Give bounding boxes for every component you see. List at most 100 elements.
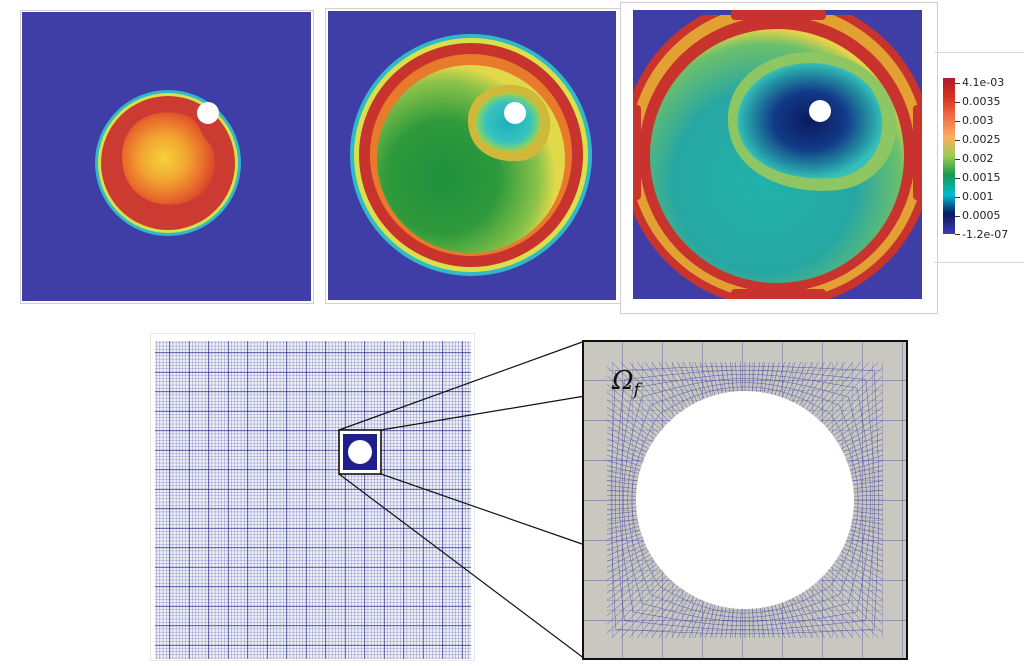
mesh-radial-line xyxy=(802,361,832,408)
mesh-radial-line xyxy=(774,604,785,639)
mesh-radial-line xyxy=(853,507,884,510)
mesh-radial-line xyxy=(705,604,716,639)
mesh-radial-line xyxy=(835,560,884,594)
mesh-radial-line xyxy=(839,420,884,446)
mesh-radial-line xyxy=(837,557,884,587)
mesh-radial-line xyxy=(606,529,641,540)
mesh-radial-line xyxy=(853,503,884,506)
mesh-ring-line xyxy=(615,370,875,630)
mesh-radial-line xyxy=(771,605,780,639)
mesh-radial-line xyxy=(606,560,655,594)
obstacle-hole xyxy=(809,100,831,122)
mesh-radial-line xyxy=(841,426,884,450)
mesh-radial-line xyxy=(651,361,685,410)
mesh-radial-line xyxy=(785,600,801,639)
mesh-radial-line xyxy=(671,596,695,639)
mesh-radial-line xyxy=(606,392,660,434)
mesh-radial-line xyxy=(735,361,738,392)
mesh-radial-line xyxy=(689,600,705,639)
mesh-radial-line xyxy=(789,599,807,639)
mesh-ring-line xyxy=(623,378,867,622)
omega-subscript: f xyxy=(633,380,640,401)
mesh-radial-line xyxy=(756,608,760,639)
mesh-radial-line xyxy=(789,361,807,401)
colorbar-label: 0.0015 xyxy=(962,171,1001,184)
mesh-radial-line xyxy=(629,361,676,417)
mesh-radial-line xyxy=(665,361,691,406)
mesh-radial-line xyxy=(606,503,637,506)
mesh-radial-line xyxy=(699,361,712,397)
mesh-radial-line xyxy=(847,449,884,463)
mesh-radial-line xyxy=(694,602,708,639)
mesh-radial-line xyxy=(658,361,688,408)
mesh-radial-line xyxy=(665,594,691,639)
mesh-radial-line xyxy=(795,361,819,404)
mesh-radial-line xyxy=(820,361,879,422)
mesh-radial-line xyxy=(759,361,765,393)
mesh-radial-line xyxy=(644,361,682,412)
mesh-radial-line xyxy=(853,511,884,515)
colorbar-label: 0.002 xyxy=(962,152,994,165)
mesh-radial-line xyxy=(785,361,801,400)
mesh-radial-line xyxy=(795,596,819,639)
mesh-radial-line xyxy=(782,602,796,639)
mesh-radial-line xyxy=(606,426,649,450)
mesh-ring-line xyxy=(627,382,863,618)
mesh-radial-line xyxy=(833,563,884,601)
mesh-radial-line xyxy=(851,522,884,530)
mesh-radial-line xyxy=(683,361,701,401)
mesh-radial-line xyxy=(842,432,884,453)
mesh-radial-line xyxy=(852,518,884,525)
mesh-radial-line xyxy=(852,480,884,486)
mesh-radial-line xyxy=(606,537,643,551)
mesh-ring-line xyxy=(619,374,871,626)
mesh-radial-line xyxy=(828,384,884,431)
mesh-radial-line xyxy=(606,494,637,497)
mesh-radial-line xyxy=(763,607,770,639)
colorbar xyxy=(943,78,955,234)
mesh-radial-line xyxy=(606,465,640,474)
mesh-radial-line xyxy=(837,413,884,443)
mesh-radial-line xyxy=(833,399,884,437)
mesh-radial-line xyxy=(606,406,655,440)
mesh-radial-line xyxy=(748,361,751,392)
mesh-radial-line xyxy=(805,590,839,639)
snapshot-frame-1 xyxy=(20,10,314,304)
mesh-radial-line xyxy=(606,485,637,489)
mesh-radial-line xyxy=(606,413,653,443)
mesh-radial-line xyxy=(778,603,791,639)
obstacle-hole xyxy=(504,102,526,124)
mesh-radial-line xyxy=(725,361,731,393)
mesh-radial-line xyxy=(853,490,884,493)
mesh-radial-line xyxy=(620,580,673,639)
mesh-radial-line xyxy=(763,361,770,393)
obstacle-hole xyxy=(348,440,372,464)
mesh-radial-line xyxy=(814,583,861,639)
mesh-radial-line xyxy=(823,366,884,425)
mesh-radial-line xyxy=(606,572,665,625)
mesh-radial-line xyxy=(848,454,884,467)
snapshot-panel-2 xyxy=(328,11,616,300)
mesh-radial-line xyxy=(752,361,755,392)
mesh-radial-line xyxy=(606,449,643,463)
mesh-radial-line xyxy=(845,540,884,556)
mesh-radial-line xyxy=(606,399,657,437)
mesh-radial-line xyxy=(774,361,785,396)
mesh-radial-line xyxy=(767,606,775,639)
mesh-radial-line xyxy=(606,514,638,520)
mesh-radial-line xyxy=(844,544,884,562)
mesh-radial-line xyxy=(606,554,651,580)
mesh-radial-line xyxy=(844,438,884,456)
mesh-ring-line xyxy=(631,386,859,614)
mesh-radial-line xyxy=(651,590,685,639)
colorbar-label: 0.0035 xyxy=(962,95,1001,108)
mesh-radial-line xyxy=(748,608,751,639)
mesh-radial-line xyxy=(606,480,638,486)
mesh-radial-line xyxy=(606,533,642,546)
mesh-radial-line xyxy=(725,607,731,639)
mesh-radial-line xyxy=(606,557,653,587)
mesh-radial-line xyxy=(814,361,861,417)
snapshot-frame-3 xyxy=(620,2,938,314)
snapshot-panel-3 xyxy=(633,10,922,299)
mesh-radial-line xyxy=(658,592,688,639)
